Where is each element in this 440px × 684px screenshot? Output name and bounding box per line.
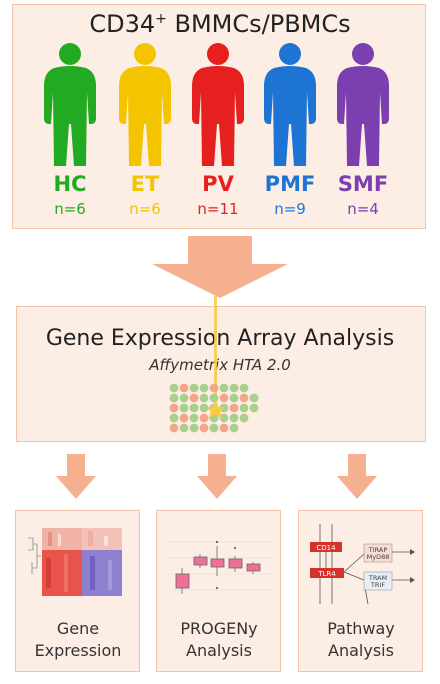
group-n-pmf: n=9: [274, 200, 306, 218]
group-abbr-pv: PV: [202, 172, 234, 196]
microarray-graphic: [169, 296, 259, 433]
pathway-node-tram-trif: [363, 571, 393, 591]
pathway-box: [298, 510, 423, 672]
array-platform: Affymetrix HTA 2.0: [149, 356, 291, 374]
group-abbr-pmf: PMF: [264, 172, 316, 196]
svg-text:TIRAP: TIRAP: [368, 546, 388, 554]
dendrogram: [28, 537, 41, 574]
svg-text:TLR4: TLR4: [317, 570, 336, 578]
down-arrow-left: [56, 454, 96, 499]
group-abbr-et: ET: [130, 172, 160, 196]
svg-text:CD14: CD14: [316, 544, 336, 552]
array-analysis-title: Gene Expression Array Analysis: [45, 326, 395, 351]
group-n-hc: n=6: [54, 200, 86, 218]
person-icon-smf: [337, 43, 389, 166]
down-arrow-large: [152, 236, 288, 298]
person-icon-pv: [192, 43, 244, 166]
svg-text:TRIF: TRIF: [370, 581, 385, 589]
group-abbr-smf: SMF: [337, 172, 389, 196]
group-abbr-hc: HC: [53, 172, 87, 196]
progeny-analysis-label: PROGENy Analysis: [180, 619, 258, 660]
person-icon-et: [119, 43, 171, 166]
pathway-node-tlr4: [310, 568, 344, 578]
person-icon-hc: [44, 43, 96, 166]
pathway-thumbnail: CD14 TLR4 TIRAP MyD88 TRAM TRIF: [310, 524, 415, 605]
person-icon-pmf: [264, 43, 316, 166]
heatmap-thumbnail: [28, 528, 122, 596]
light-beam: [214, 296, 217, 414]
cohort-title: CD34+ BMMCs/PBMCs: [89, 10, 351, 38]
down-arrow-middle: [197, 454, 237, 499]
group-n-pv: n=11: [197, 200, 239, 218]
progeny-boxplot-thumbnail: [166, 541, 274, 594]
svg-text:TRAM: TRAM: [368, 574, 387, 582]
star-icon: [205, 400, 226, 419]
gene-expression-label: Gene Expression: [34, 619, 122, 660]
group-n-et: n=6: [129, 200, 161, 218]
svg-text:MyD88: MyD88: [367, 553, 390, 561]
pathway-analysis-label: Pathway Analysis: [327, 619, 395, 660]
progeny-box: [156, 510, 281, 672]
pathway-node-cd14: [310, 542, 342, 552]
group-n-smf: n=4: [347, 200, 379, 218]
pathway-node-tirap-myd88: [363, 543, 393, 563]
down-arrow-right: [337, 454, 377, 499]
